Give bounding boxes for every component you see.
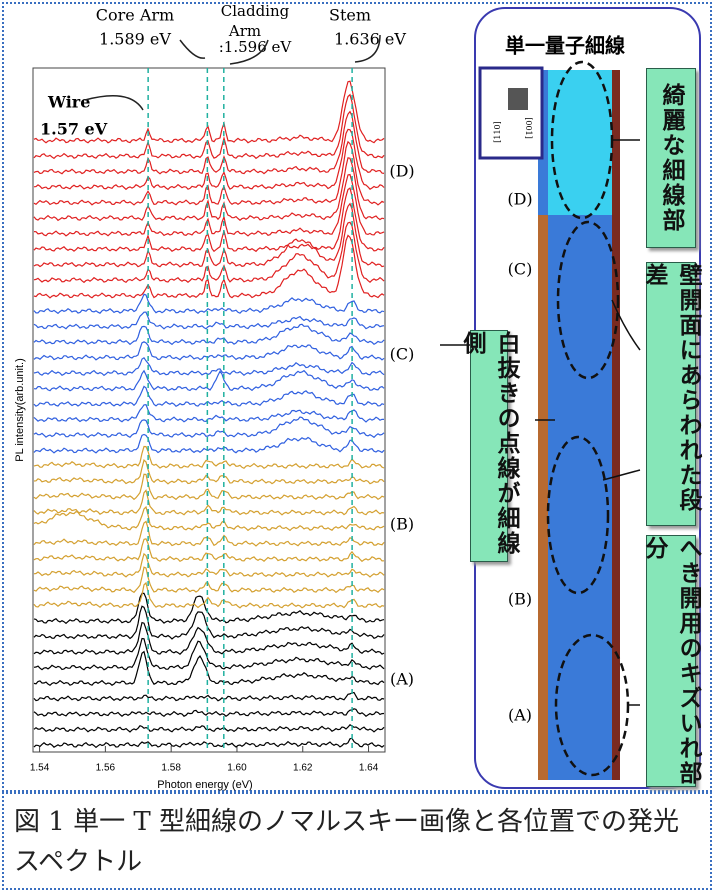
- spectrum-trace: [34, 522, 384, 546]
- region-label: (B): [508, 590, 532, 609]
- annotation: 1.636 eV: [334, 30, 406, 49]
- spectrum-trace: [34, 539, 384, 562]
- region-label: (D): [507, 190, 532, 209]
- inset-label: [110]: [493, 121, 502, 143]
- region-label: (C): [508, 260, 533, 279]
- spectrum-trace: [34, 693, 384, 701]
- caption: 図 1 単一 T 型細線のノマルスキー画像と各位置での発光スペクトル: [2, 792, 712, 890]
- image-edge: [538, 215, 548, 780]
- spectrum-trace: [34, 490, 384, 514]
- annotation: 1.57 eV: [40, 120, 108, 139]
- group-label: (A): [390, 670, 414, 689]
- figure: Core Arm 1.589 eV Cladding Arm :1.596 eV…: [0, 0, 714, 892]
- x-tick-label: 1.64: [359, 763, 379, 774]
- spectrum-trace: [34, 593, 384, 623]
- inset: [480, 68, 542, 158]
- spectrum-trace: [34, 639, 384, 670]
- spectrum-trace: [34, 342, 384, 360]
- annotation: 1.589 eV: [99, 30, 171, 49]
- spectrum-trace: [34, 312, 384, 329]
- annotation: :1.596 eV: [219, 38, 293, 56]
- y-axis-label: PL intensity(arb.unit.): [14, 358, 26, 462]
- x-tick-label: 1.60: [227, 763, 247, 774]
- note: 壁開面にあらわれた段差: [646, 262, 696, 526]
- spectrum-trace: [34, 405, 384, 422]
- note: 白抜きの点線が細線側: [470, 330, 508, 562]
- spectrum-trace: [34, 324, 384, 344]
- note: へき開用のキズいれ部分: [646, 535, 696, 787]
- spectrum-trace: [34, 709, 384, 717]
- x-tick-label: 1.58: [161, 763, 181, 774]
- x-axis-label: Photon energy (eV): [157, 779, 252, 791]
- inset-label: [001]: [524, 117, 533, 139]
- x-tick-label: 1.54: [30, 763, 50, 774]
- annotation: Cladding: [221, 2, 290, 20]
- panel-title: 単一量子細線: [505, 34, 625, 58]
- x-tick-label: 1.56: [96, 763, 116, 774]
- spectrum-trace: [34, 507, 384, 530]
- spectrum-trace: [34, 235, 384, 297]
- spectrum-trace: [34, 623, 384, 655]
- annotation: Stem: [329, 6, 371, 25]
- annotation: Core Arm: [96, 6, 174, 25]
- spectrum-trace: [34, 294, 384, 313]
- group-label: (D): [389, 162, 414, 181]
- inset-cube: [508, 88, 528, 110]
- group-label: (B): [390, 515, 414, 534]
- spectrum-trace: [34, 725, 384, 732]
- group-label: (C): [390, 345, 415, 364]
- spectrum-trace: [34, 358, 384, 376]
- image-edge: [612, 70, 620, 780]
- annotation: Wire: [47, 93, 90, 112]
- spectrum-trace: [34, 188, 384, 251]
- spectrum-trace: [34, 738, 384, 747]
- spectrum-trace: [34, 435, 384, 453]
- page: {"chart_data": {"type": "spectra", "x_la…: [0, 0, 714, 892]
- region-label: (A): [508, 706, 532, 725]
- spectrum-trace: [34, 583, 384, 608]
- spectrum-trace: [34, 652, 384, 686]
- spectrum-trace: [34, 142, 384, 205]
- x-tick-label: 1.62: [293, 763, 313, 774]
- note: 綺麗な細線部: [646, 68, 696, 248]
